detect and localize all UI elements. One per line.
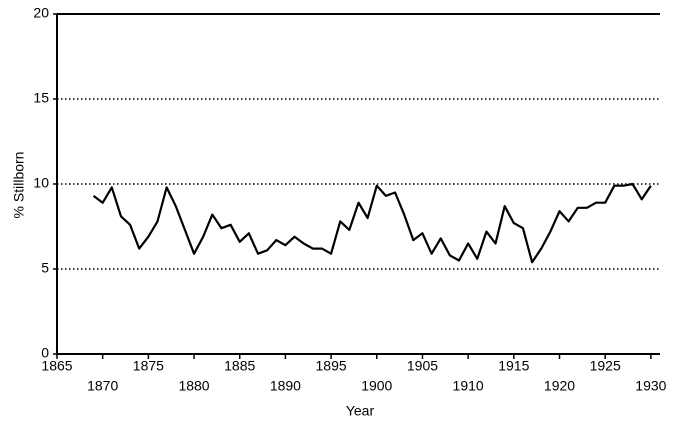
y-tick-label: 5 xyxy=(41,260,49,276)
x-tick-label: 1925 xyxy=(590,358,621,374)
x-tick-label: 1900 xyxy=(361,378,392,394)
x-tick-label: 1910 xyxy=(453,378,484,394)
x-tick-label: 1915 xyxy=(498,358,529,374)
x-tick-label: 1885 xyxy=(224,358,255,374)
x-tick-label: 1870 xyxy=(87,378,118,394)
x-tick-label: 1865 xyxy=(41,358,72,374)
x-tick-label: 1875 xyxy=(133,358,164,374)
y-tick-label: 10 xyxy=(33,175,49,191)
x-tick-label: 1895 xyxy=(316,358,347,374)
x-tick-label: 1880 xyxy=(178,378,209,394)
x-tick-label: 1920 xyxy=(544,378,575,394)
y-tick-label: 20 xyxy=(33,5,49,21)
x-axis-label: Year xyxy=(346,403,375,419)
x-tick-label: 1905 xyxy=(407,358,438,374)
data-line xyxy=(92,182,652,264)
y-tick-label: 0 xyxy=(41,345,49,361)
x-tick-label: 1930 xyxy=(635,378,666,394)
y-axis-label: % Stillborn xyxy=(11,152,27,219)
y-tick-label: 15 xyxy=(33,90,49,106)
x-tick-label: 1890 xyxy=(270,378,301,394)
